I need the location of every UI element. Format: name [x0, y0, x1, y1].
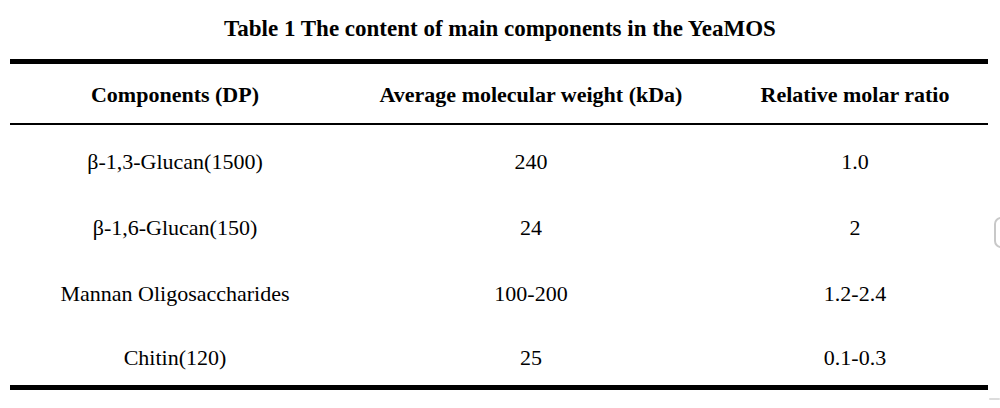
table-row: Mannan Oligosaccharides 100-200 1.2-2.4 — [10, 256, 988, 322]
table-row: β-1,6-Glucan(150) 24 2 — [10, 190, 988, 256]
cell-molar-ratio: 2 — [722, 190, 988, 256]
cell-molecular-weight: 24 — [340, 190, 722, 256]
cell-molecular-weight: 240 — [340, 124, 722, 190]
col-header-molecular-weight: Average molecular weight (kDa) — [340, 62, 722, 124]
table-header-row: Components (DP) Average molecular weight… — [10, 62, 988, 124]
table-caption: Table 1 The content of main components i… — [11, 16, 989, 42]
edge-artifact — [989, 398, 1000, 400]
cell-molar-ratio: 0.1-0.3 — [722, 322, 988, 388]
col-header-components: Components (DP) — [10, 62, 340, 124]
cell-component: β-1,6-Glucan(150) — [10, 190, 340, 256]
cell-component: Mannan Oligosaccharides — [10, 256, 340, 322]
cell-molecular-weight: 100-200 — [340, 256, 722, 322]
col-header-molar-ratio: Relative molar ratio — [722, 62, 988, 124]
cell-component: β-1,3-Glucan(1500) — [10, 124, 340, 190]
cell-molecular-weight: 25 — [340, 322, 722, 388]
clipped-widget-artifact[interactable] — [994, 217, 1000, 248]
table-row: Chitin(120) 25 0.1-0.3 — [10, 322, 988, 388]
cell-molar-ratio: 1.2-2.4 — [722, 256, 988, 322]
cell-molar-ratio: 1.0 — [722, 124, 988, 190]
table-row: β-1,3-Glucan(1500) 240 1.0 — [10, 124, 988, 190]
components-table: Components (DP) Average molecular weight… — [10, 59, 988, 390]
cell-component: Chitin(120) — [10, 322, 340, 388]
